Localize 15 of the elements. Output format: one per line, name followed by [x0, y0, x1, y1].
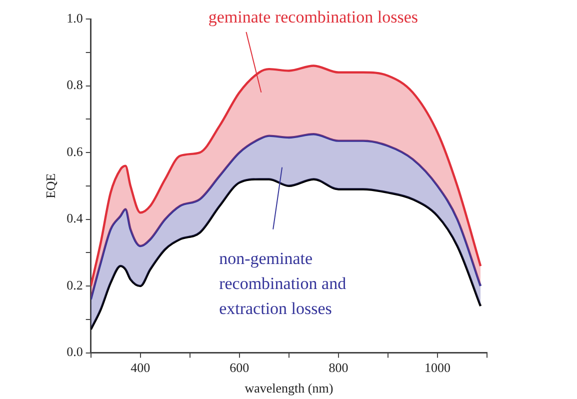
x-tick-label: 1000	[424, 360, 450, 376]
x-tick-label: 400	[130, 360, 150, 376]
x-tick-label: 800	[328, 360, 348, 376]
y-tick-label: 0.2	[66, 277, 83, 292]
y-tick-label: 0.4	[66, 210, 84, 226]
x-axis-title: wavelength (nm)	[244, 380, 334, 396]
y-axis-title: EQE	[43, 173, 58, 199]
annotation: geminate recombination losses	[208, 7, 418, 26]
x-tick-label: 600	[230, 360, 250, 376]
y-tick-label: 0.8	[66, 77, 83, 92]
annotation: non-geminate recombination and extraction losses	[219, 248, 347, 318]
line-series	[90, 178, 482, 331]
y-tick-label: 0.6	[66, 144, 84, 159]
y-tick-label: 0.0	[66, 344, 83, 360]
y-tick-label: 1.0	[66, 10, 83, 26]
